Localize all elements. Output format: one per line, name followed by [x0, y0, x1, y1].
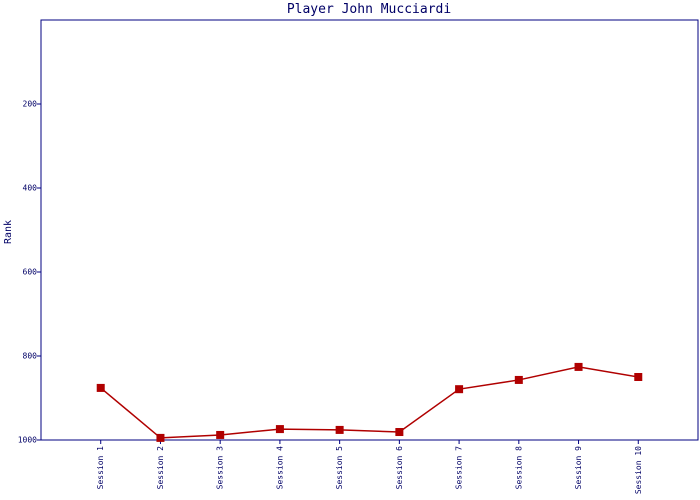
point	[574, 362, 583, 371]
point	[156, 433, 165, 442]
x-tick-label: Session 1	[96, 446, 105, 490]
plot-frame	[40, 19, 699, 441]
y-tick-label: 600	[23, 268, 38, 277]
point	[455, 385, 464, 394]
y-tick-label: 200	[23, 100, 38, 109]
line	[100, 366, 639, 439]
point	[275, 425, 284, 434]
point	[395, 428, 404, 437]
y-tick-label: 1000	[18, 436, 37, 445]
point	[216, 430, 225, 439]
y-tick-label: 400	[23, 184, 38, 193]
x-tick-label: Session 2	[156, 446, 165, 490]
x-tick-label: Session 7	[455, 446, 464, 490]
x-tick-label: Session 4	[275, 446, 284, 490]
point	[335, 425, 344, 434]
y-axis-label: Rank	[3, 220, 14, 244]
x-tick-label: Session 5	[335, 446, 344, 490]
point	[96, 383, 105, 392]
x-tick-label: Session 6	[395, 446, 404, 490]
point	[634, 373, 643, 381]
x-tick-label: Session 8	[514, 446, 523, 490]
x-tick-label: Session 3	[216, 446, 225, 490]
y-tick-label: 800	[23, 352, 38, 361]
chart-title: Player John Mucciardi	[287, 2, 451, 17]
x-tick-label: Session 9	[574, 446, 583, 490]
x-tick-label: Session 10	[634, 446, 643, 494]
point	[514, 375, 523, 384]
